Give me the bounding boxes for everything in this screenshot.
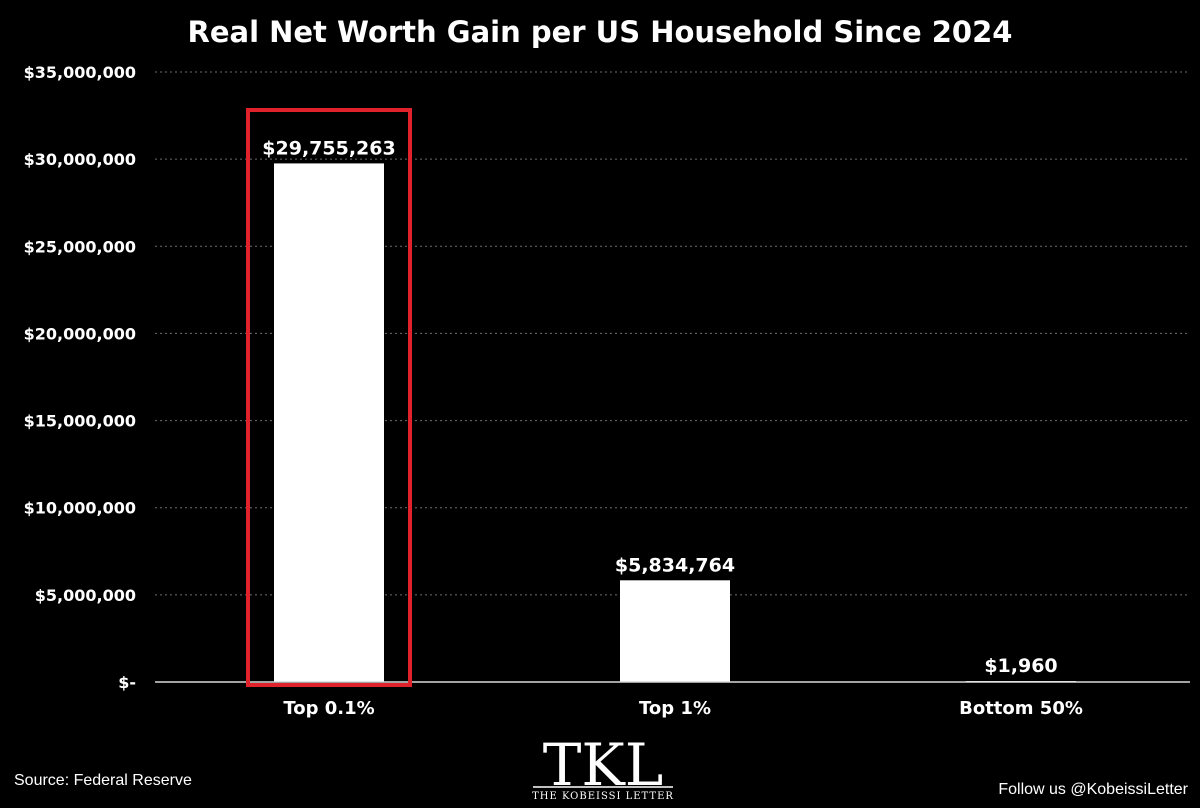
x-axis-ticks: Top 0.1% Top 1% Bottom 50% xyxy=(283,698,1083,719)
y-tick-label: $15,000,000 xyxy=(24,412,136,431)
logo-subtitle: THE KOBEISSI LETTER xyxy=(532,791,674,802)
y-tick-label: $25,000,000 xyxy=(24,237,136,256)
source-note: Source: Federal Reserve xyxy=(14,772,192,789)
x-tick-label: Top 1% xyxy=(639,698,711,719)
bars xyxy=(274,163,1076,683)
x-tick-label: Bottom 50% xyxy=(959,698,1083,719)
y-tick-label: $10,000,000 xyxy=(24,499,136,518)
y-tick-label: $30,000,000 xyxy=(24,150,136,169)
data-label: $29,755,263 xyxy=(262,137,395,159)
highlight-box xyxy=(246,108,412,687)
y-axis-ticks: $- $5,000,000 $10,000,000 $15,000,000 $20,00… xyxy=(24,63,136,692)
y-tick-label: $20,000,000 xyxy=(24,324,136,343)
x-tick-label: Top 0.1% xyxy=(283,698,374,719)
data-label: $1,960 xyxy=(984,655,1057,677)
bar xyxy=(620,580,730,682)
logo: TKL THE KOBEISSI LETTER xyxy=(532,731,674,802)
y-tick-label: $- xyxy=(118,673,136,692)
chart-title: Real Net Worth Gain per US Household Sin… xyxy=(188,15,1013,49)
logo-mark: TKL xyxy=(543,731,664,799)
data-labels: $29,755,263 $5,834,764 $1,960 xyxy=(262,137,1057,677)
y-tick-label: $5,000,000 xyxy=(35,586,136,605)
follow-note: Follow us @KobeissiLetter xyxy=(998,781,1188,798)
data-label: $5,834,764 xyxy=(615,554,735,576)
bar xyxy=(274,163,384,683)
y-tick-label: $35,000,000 xyxy=(24,63,136,82)
